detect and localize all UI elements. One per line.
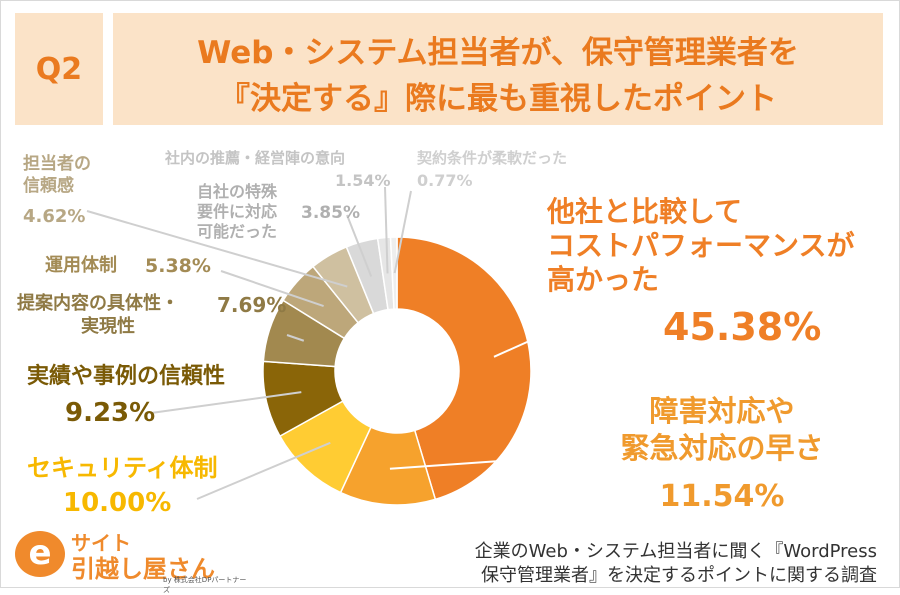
label-proposal-category: 提案内容の具体性・ 実現性 bbox=[17, 292, 179, 338]
question-badge: Q2 bbox=[15, 13, 103, 125]
label-cost-category: 他社と比較して コストパフォーマンスが 高かった bbox=[547, 195, 854, 297]
label-special-value: 3.85% bbox=[301, 203, 360, 223]
label-trust-value: 4.62% bbox=[23, 206, 86, 227]
leader-line-contract bbox=[393, 190, 412, 274]
title-line-1: Web・システム担当者が、保守管理業者を bbox=[197, 35, 799, 71]
label-cost-value: 45.38% bbox=[663, 305, 822, 349]
title-line-2: 『決定する』際に最も重視したポイント bbox=[219, 81, 777, 117]
label-contract-category: 契約条件が柔軟だった bbox=[417, 149, 568, 167]
leader-line-proposal bbox=[286, 334, 305, 342]
leader-line-track bbox=[150, 391, 302, 414]
label-ops-category: 運用体制 bbox=[45, 255, 117, 276]
leader-line-security bbox=[196, 441, 331, 500]
leader-line-speed bbox=[389, 452, 614, 470]
label-trust-line-2: 信頼感 bbox=[23, 176, 74, 196]
source-line-2: 保守管理業者』を決定するポイントに関する調査 bbox=[481, 565, 877, 586]
label-special-category: 自社の特殊 要件に対応 可能だった bbox=[197, 182, 277, 242]
label-proposal-line-2: 実現性 bbox=[81, 316, 135, 337]
label-contract-value: 0.77% bbox=[417, 171, 473, 190]
logo-line-1: サイト bbox=[71, 531, 131, 555]
label-trust-line-1: 担当者の bbox=[23, 154, 91, 174]
label-ops-value: 5.38% bbox=[145, 255, 211, 277]
label-cost-line-1: 他社と比較して bbox=[547, 195, 743, 228]
leader-line-recommend bbox=[384, 186, 389, 274]
logo-company: by 株式会社DPパートナーズ bbox=[163, 576, 247, 594]
label-security-category: セキュリティ体制 bbox=[27, 454, 218, 482]
leader-line-ops bbox=[220, 270, 324, 307]
question-number: Q2 bbox=[35, 51, 83, 87]
slice-contract bbox=[389, 236, 398, 310]
label-track-value: 9.23% bbox=[65, 398, 156, 428]
label-recommend-category: 社内の推薦・経営陣の意向 bbox=[165, 149, 346, 167]
label-cost-line-3: 高かった bbox=[547, 263, 660, 296]
leader-line-special bbox=[346, 214, 373, 277]
label-proposal-value: 7.69% bbox=[217, 293, 287, 317]
logo-line-2: 引越し屋さん bbox=[71, 555, 215, 583]
label-speed-category: 障害対応や 緊急対応の早さ bbox=[607, 393, 837, 467]
logo-mark: e bbox=[15, 531, 65, 577]
label-track-category: 実績や事例の信頼性 bbox=[27, 364, 226, 389]
label-special-line-3: 可能だった bbox=[197, 222, 278, 241]
label-trust-category: 担当者の 信頼感 bbox=[23, 153, 91, 197]
label-special-line-1: 自社の特殊 bbox=[197, 182, 278, 201]
slice-cost bbox=[396, 236, 532, 501]
label-security-value: 10.00% bbox=[63, 488, 172, 518]
label-speed-value: 11.54% bbox=[659, 479, 785, 514]
title-banner: Web・システム担当者が、保守管理業者を 『決定する』際に最も重視したポイント bbox=[113, 13, 883, 125]
label-speed-line-2: 緊急対応の早さ bbox=[620, 431, 824, 465]
leader-line-trust bbox=[86, 210, 348, 288]
label-special-line-2: 要件に対応 bbox=[197, 202, 278, 221]
site-logo: e サイト 引越し屋さん by 株式会社DPパートナーズ bbox=[13, 525, 253, 594]
label-proposal-line-1: 提案内容の具体性・ bbox=[17, 293, 179, 314]
label-recommend-value: 1.54% bbox=[335, 171, 391, 190]
label-cost-line-2: コストパフォーマンスが bbox=[547, 229, 855, 262]
label-speed-line-1: 障害対応や bbox=[649, 394, 795, 428]
source-line-1: 企業のWeb・システム担当者に聞く『WordPress bbox=[474, 541, 877, 562]
leader-line-cost bbox=[493, 298, 624, 358]
